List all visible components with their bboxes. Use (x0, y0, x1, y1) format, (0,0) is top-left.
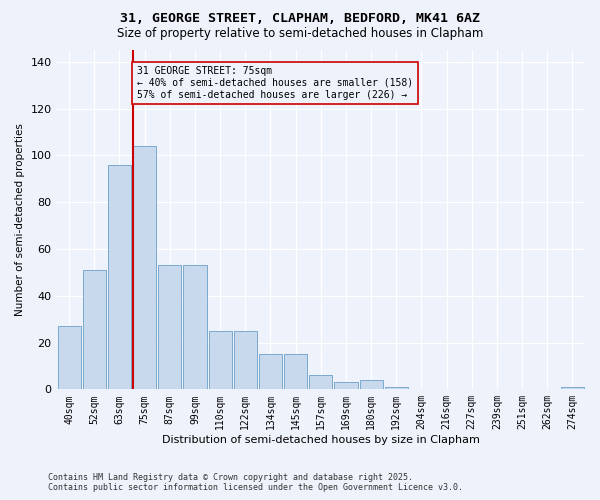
Bar (561, 387, 584, 390)
Bar (309, 376, 332, 390)
Text: 31, GEORGE STREET, CLAPHAM, BEDFORD, MK41 6AZ: 31, GEORGE STREET, CLAPHAM, BEDFORD, MK4… (120, 12, 480, 26)
Bar (359, 380, 383, 390)
Bar (385, 387, 408, 390)
Bar (234, 331, 257, 390)
Bar (108, 164, 131, 390)
Text: 31 GEORGE STREET: 75sqm
← 40% of semi-detached houses are smaller (158)
57% of s: 31 GEORGE STREET: 75sqm ← 40% of semi-de… (137, 66, 413, 100)
Bar (58, 326, 80, 390)
Y-axis label: Number of semi-detached properties: Number of semi-detached properties (15, 123, 25, 316)
Bar (133, 146, 156, 390)
X-axis label: Distribution of semi-detached houses by size in Clapham: Distribution of semi-detached houses by … (162, 435, 480, 445)
Text: Contains HM Land Registry data © Crown copyright and database right 2025.
Contai: Contains HM Land Registry data © Crown c… (48, 473, 463, 492)
Bar (209, 331, 232, 390)
Bar (158, 266, 181, 390)
Bar (83, 270, 106, 390)
Bar (334, 382, 358, 390)
Text: Size of property relative to semi-detached houses in Clapham: Size of property relative to semi-detach… (117, 28, 483, 40)
Bar (284, 354, 307, 390)
Bar (184, 266, 206, 390)
Bar (259, 354, 282, 390)
